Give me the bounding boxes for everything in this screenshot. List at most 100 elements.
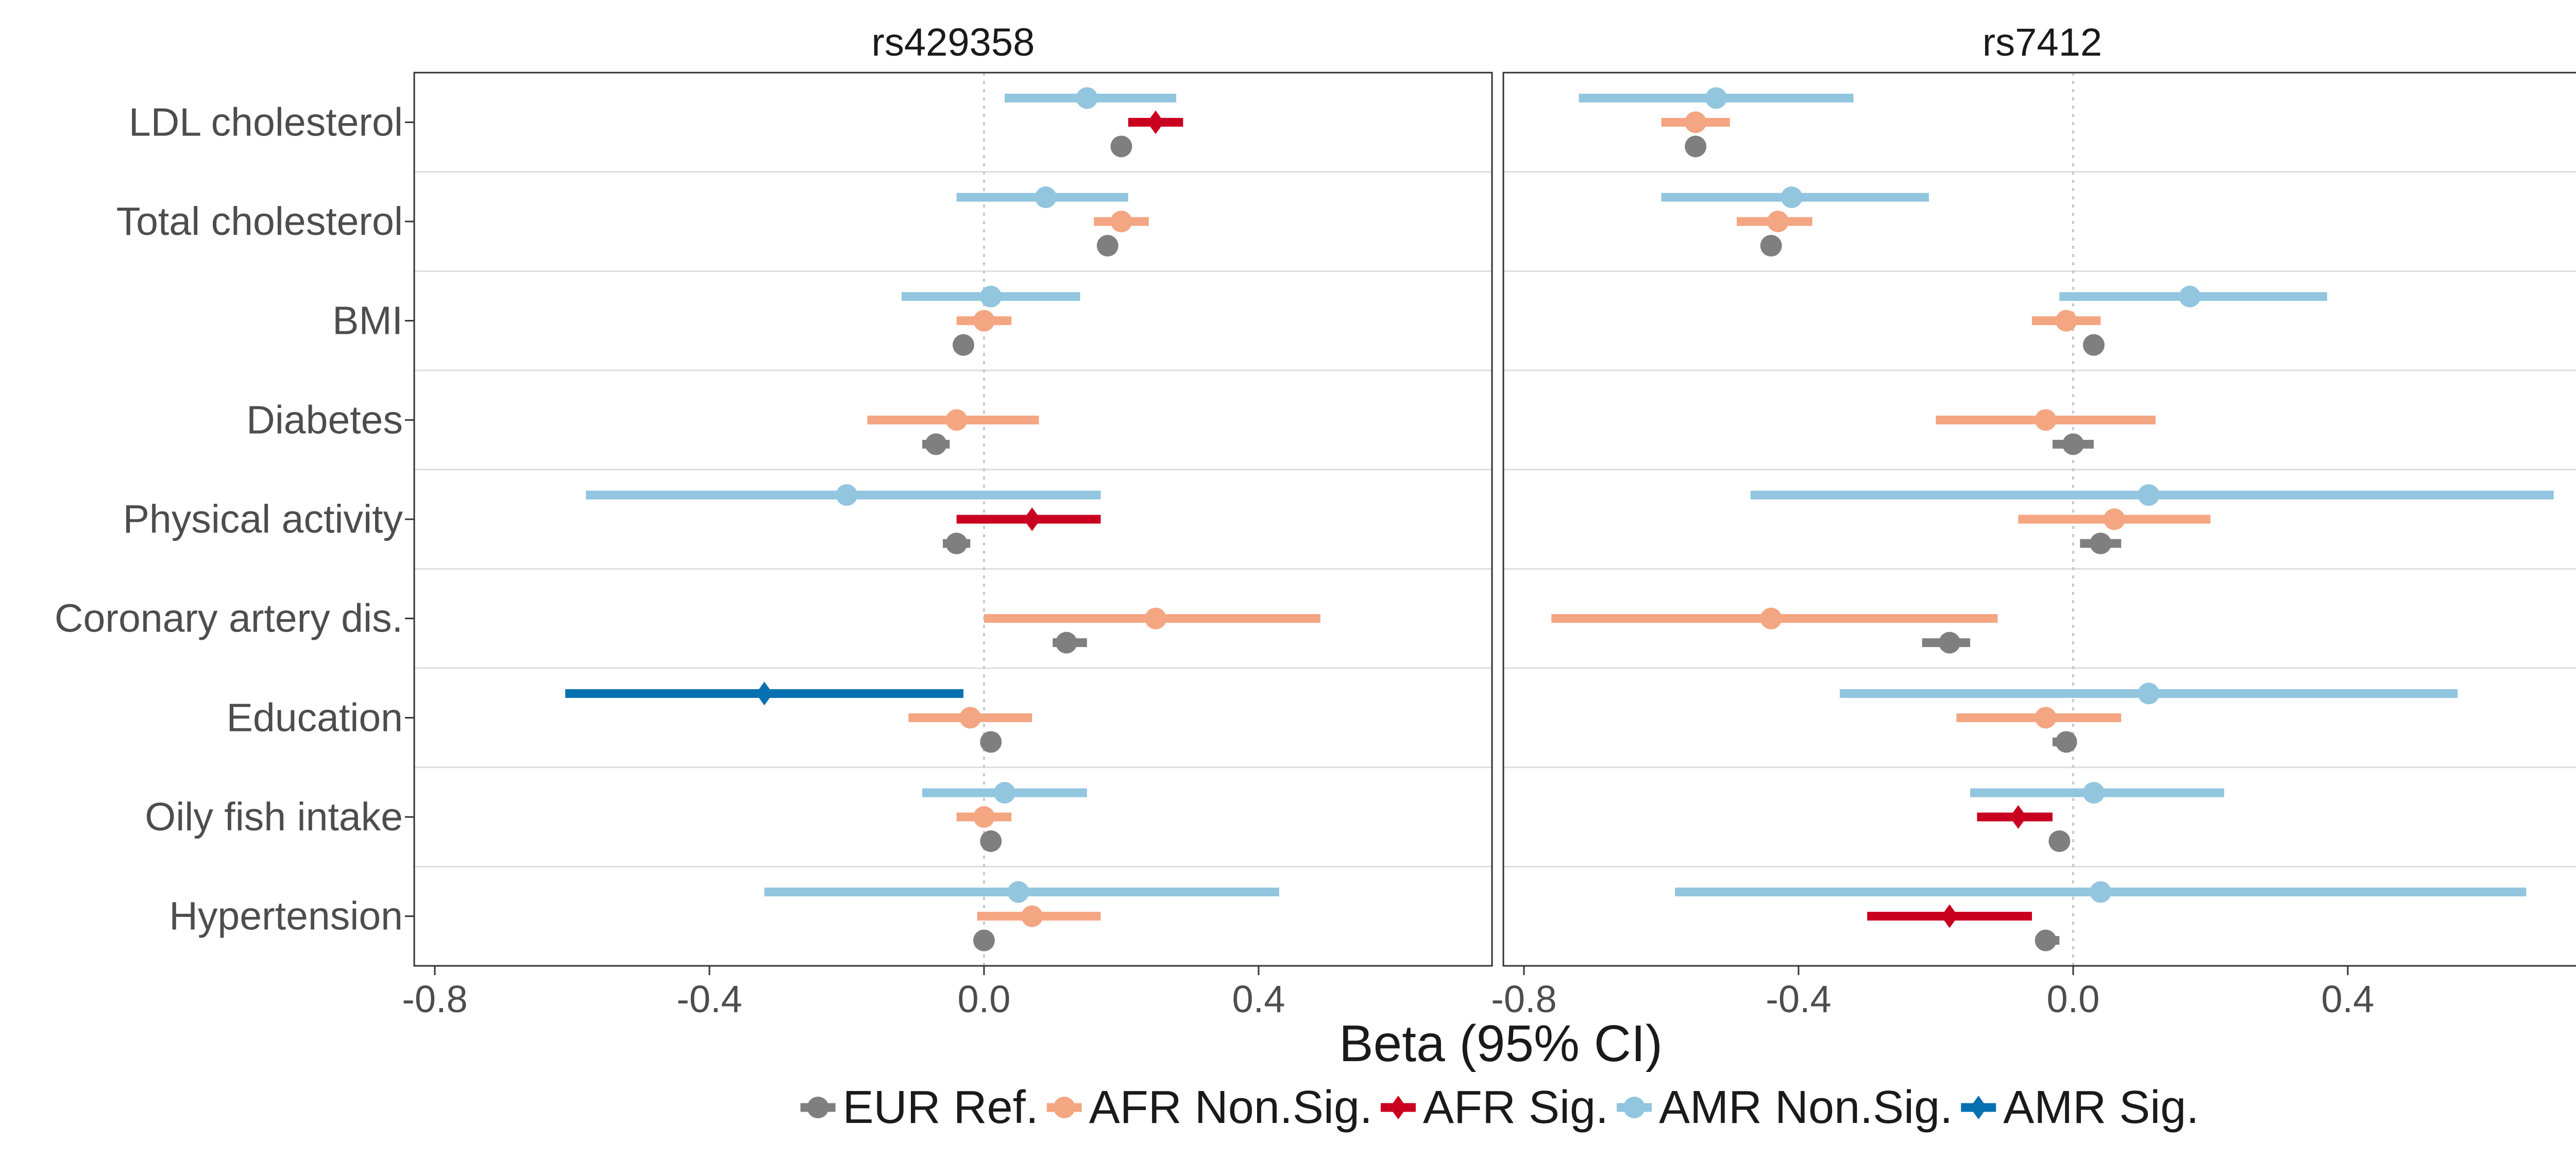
point-estimate <box>2062 433 2084 455</box>
point-estimate <box>1076 87 1098 109</box>
point-estimate <box>945 409 968 431</box>
point-estimate <box>1035 186 1057 208</box>
point-estimate <box>925 433 947 455</box>
estimate-afr <box>1128 110 1183 134</box>
x-tick-label: -0.8 <box>1491 978 1557 1020</box>
point-estimate <box>1021 905 1043 927</box>
estimate-afr <box>956 507 1101 531</box>
point-estimate <box>945 533 968 554</box>
estimate-eur <box>1053 632 1087 654</box>
panel-rs7412: rs7412 -0.8 -0.4 0.0 0.4 <box>1491 21 2576 1020</box>
point-estimate <box>973 310 995 332</box>
legend-label: AFR Non.Sig. <box>1089 1082 1372 1133</box>
panel-border <box>1502 72 2576 967</box>
point-estimate <box>1110 135 1132 158</box>
x-axis-label: Beta (95% CI) <box>1339 1015 1663 1072</box>
point-estimate <box>1023 507 1041 531</box>
point-estimate <box>1685 111 1707 133</box>
point-estimate <box>1007 881 1029 903</box>
estimate-eur <box>943 533 971 554</box>
point-estimate <box>2103 508 2125 530</box>
estimate-eur <box>2052 433 2094 455</box>
legend-item: EUR Ref. <box>800 1082 1039 1133</box>
point-estimate <box>2035 707 2057 729</box>
y-tick-label: Total cholesterol <box>116 199 403 244</box>
y-tick-label: Hypertension <box>169 894 403 939</box>
panel-title: rs7412 <box>1982 21 2102 64</box>
point-estimate <box>2082 334 2105 356</box>
point-estimate <box>1705 87 1727 109</box>
point-estimate <box>2055 310 2077 332</box>
point-estimate <box>952 334 974 356</box>
estimate-eur <box>1685 135 1707 158</box>
legend-item: AFR Non.Sig. <box>1046 1082 1372 1133</box>
y-tick-label: Oily fish intake <box>145 795 403 839</box>
estimate-eur <box>1110 135 1132 158</box>
estimate-eur <box>2052 731 2077 753</box>
legend-label: AMR Sig. <box>2003 1082 2199 1133</box>
x-tick-label: -0.4 <box>676 978 742 1020</box>
point-estimate <box>973 929 995 951</box>
legend-item: AMR Non.Sig. <box>1617 1082 1953 1133</box>
estimate-amr <box>586 484 1101 506</box>
point-estimate <box>2138 683 2160 705</box>
legend-swatch-marker <box>1053 1097 1075 1118</box>
panel-rs429358: rs429358 -0.8 -0.4 0.0 0.4 <box>402 21 1493 1020</box>
estimate-eur <box>2048 830 2071 852</box>
x-tick-label: 0.0 <box>2047 978 2100 1020</box>
estimate-amr <box>1970 782 2225 804</box>
point-estimate <box>1941 904 1958 928</box>
point-estimate <box>836 484 858 506</box>
estimate-amr <box>565 681 963 706</box>
point-estimate <box>2082 782 2105 804</box>
point-estimate <box>2035 929 2057 951</box>
point-estimate <box>1096 235 1118 257</box>
estimate-eur <box>2080 533 2122 554</box>
point-estimate <box>980 285 1002 308</box>
estimate-eur <box>980 830 1002 852</box>
point-estimate <box>2138 484 2160 506</box>
estimate-amr <box>1750 484 2554 506</box>
legend-item: AFR Sig. <box>1380 1082 1608 1133</box>
estimate-amr <box>1004 87 1177 109</box>
estimate-eur <box>2082 334 2105 356</box>
point-estimate <box>1147 110 1164 134</box>
estimate-eur <box>1760 235 1782 257</box>
estimate-afr <box>1661 111 1730 133</box>
estimate-amr <box>1839 683 2458 705</box>
estimate-afr <box>1956 707 2122 729</box>
point-estimate <box>980 731 1002 753</box>
legend-swatch-marker <box>1389 1096 1407 1119</box>
estimate-afr <box>977 905 1101 927</box>
x-tick-label: 0.0 <box>958 978 1011 1020</box>
estimate-afr <box>1977 805 2053 829</box>
facet-panels: rs429358 -0.8 -0.4 0.0 0.4 rs7412 -0.8 -0.4 0.0 0… <box>402 21 2576 1020</box>
estimate-amr <box>1661 186 1929 208</box>
estimate-afr <box>1936 409 2156 431</box>
y-tick-label: BMI <box>332 299 403 343</box>
x-tick-label: 0.4 <box>2321 978 2375 1020</box>
legend-label: AMR Non.Sig. <box>1659 1082 1953 1133</box>
y-tick-label: Education <box>227 695 403 740</box>
estimate-afr <box>1737 211 1812 232</box>
estimate-amr <box>2059 285 2327 308</box>
estimate-afr <box>1094 211 1149 232</box>
point-estimate <box>2009 805 2027 829</box>
estimate-afr <box>956 310 1012 332</box>
estimate-amr <box>1675 881 2527 903</box>
point-estimate <box>993 782 1015 804</box>
point-estimate <box>2179 285 2201 308</box>
legend-swatch-marker <box>807 1097 829 1118</box>
estimate-afr <box>1867 904 2032 928</box>
estimate-afr <box>2018 508 2211 530</box>
x-tick-label: -0.8 <box>402 978 468 1020</box>
panel-background <box>414 73 1492 966</box>
estimate-eur <box>922 433 950 455</box>
point-estimate <box>980 830 1002 852</box>
estimate-amr <box>764 881 1279 903</box>
estimate-eur <box>1096 235 1118 257</box>
estimate-afr <box>956 806 1012 828</box>
point-estimate <box>1110 211 1132 232</box>
point-estimate <box>1767 211 1789 232</box>
